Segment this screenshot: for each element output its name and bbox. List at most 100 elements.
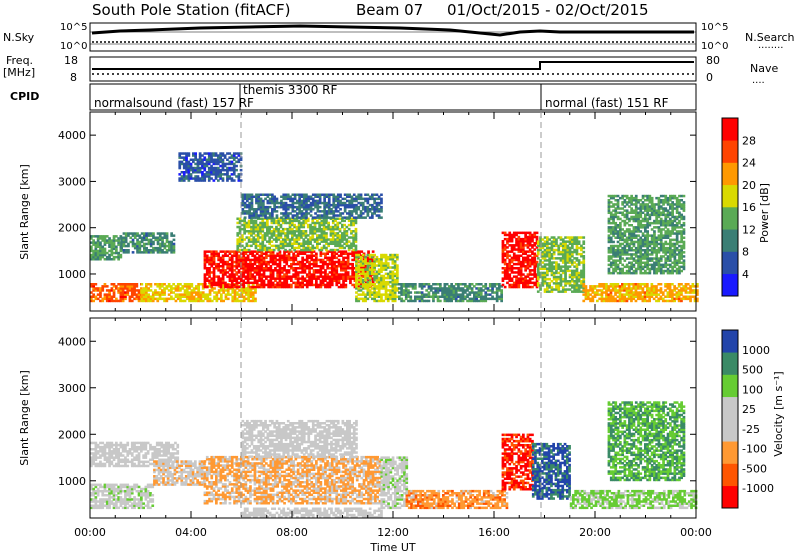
heatmap-cell — [276, 282, 279, 285]
heatmap-cell — [152, 241, 155, 244]
heatmap-cell — [513, 244, 516, 247]
heatmap-cell — [680, 283, 683, 286]
heatmap-cell — [513, 275, 516, 278]
heatmap-cell — [143, 232, 146, 235]
heatmap-cell — [689, 296, 692, 299]
heatmap-cell — [335, 257, 338, 260]
heatmap-cell — [226, 261, 229, 264]
heatmap-cell — [506, 234, 509, 237]
heatmap-cell — [582, 247, 585, 250]
heatmap-cell — [617, 216, 620, 219]
heatmap-cell — [145, 247, 148, 250]
heatmap-cell — [355, 216, 358, 219]
heatmap-cell — [321, 210, 324, 213]
heatmap-cell — [569, 274, 572, 277]
heatmap-cell — [298, 216, 301, 219]
heatmap-cell — [624, 259, 627, 262]
heatmap-cell — [457, 300, 460, 303]
heatmap-cell — [489, 293, 492, 296]
heatmap-cell — [382, 262, 385, 265]
heatmap-cell — [220, 269, 223, 272]
heatmap-cell — [573, 280, 576, 283]
heatmap-cell — [314, 216, 317, 219]
heatmap-cell — [145, 232, 148, 235]
heatmap-cell — [531, 250, 534, 253]
heatmap-cell — [348, 240, 351, 243]
nave-tick-bottom: 0 — [706, 71, 713, 84]
heatmap-cell — [531, 277, 534, 280]
heatmap-cell — [614, 199, 617, 202]
heatmap-cell — [301, 210, 304, 213]
heatmap-cell — [459, 283, 462, 286]
heatmap-cell — [206, 267, 209, 270]
heatmap-cell — [403, 300, 406, 303]
heatmap-cell — [115, 285, 118, 288]
heatmap-cell — [314, 212, 317, 215]
heatmap-cell — [416, 296, 419, 299]
heatmap-cell — [330, 194, 333, 197]
heatmap-cell — [288, 265, 291, 268]
heatmap-cell — [624, 272, 627, 275]
heatmap-cell — [213, 291, 216, 294]
heatmap-cell — [619, 218, 622, 221]
heatmap-cell — [106, 252, 109, 255]
heatmap-cell — [633, 270, 636, 273]
heatmap-cell — [120, 283, 123, 286]
heatmap-cell — [254, 286, 257, 289]
heatmap-cell — [689, 285, 692, 288]
heatmap-cell — [633, 203, 636, 206]
heatmap-cell — [428, 291, 431, 294]
heatmap-cell — [389, 271, 392, 274]
heatmap-cell — [150, 232, 153, 235]
heatmap-cell — [687, 283, 690, 286]
heatmap-cell — [264, 198, 267, 201]
heatmap-cell — [513, 253, 516, 256]
heatmap-cell — [222, 255, 225, 258]
heatmap-cell — [562, 265, 565, 268]
heatmap-cell — [560, 251, 563, 254]
heatmap-cell — [506, 238, 509, 241]
heatmap-cell — [133, 298, 136, 301]
heatmap-cell — [610, 205, 613, 208]
heatmap-cell — [494, 291, 497, 294]
heatmap-cell — [491, 283, 494, 286]
heatmap-cell — [537, 249, 540, 252]
heatmap-cell — [355, 254, 358, 256]
heatmap-cell — [242, 208, 245, 211]
heatmap-cell — [211, 300, 214, 303]
heatmap-cell — [651, 283, 654, 286]
heatmap-cell — [506, 263, 509, 266]
heatmap-cell — [362, 298, 365, 301]
heatmap-cell — [312, 216, 315, 219]
heatmap-cell — [400, 283, 403, 286]
heatmap-cell — [275, 234, 278, 237]
heatmap-cell — [633, 216, 636, 219]
heatmap-cell — [99, 300, 102, 303]
heatmap-cell — [161, 249, 164, 252]
heatmap-cell — [612, 283, 615, 286]
heatmap-cell — [326, 194, 329, 197]
heatmap-cell — [589, 298, 592, 301]
heatmap-cell — [357, 293, 360, 296]
heatmap-cell — [314, 247, 317, 250]
heatmap-cell — [448, 285, 451, 288]
heatmap-cell — [439, 283, 442, 286]
heatmap-cell — [589, 293, 592, 296]
heatmap-cell — [317, 200, 320, 203]
heatmap-cell — [115, 235, 118, 238]
heatmap-cell — [522, 232, 525, 235]
heatmap-cell — [329, 257, 332, 260]
heatmap-cell — [251, 194, 254, 197]
heatmap-cell — [236, 226, 239, 229]
heatmap-cell — [300, 222, 303, 225]
heatmap-cell — [352, 230, 355, 233]
heatmap-cell — [267, 194, 270, 197]
heatmap-cell — [608, 195, 611, 198]
heatmap-cell — [630, 262, 633, 265]
heatmap-cell — [266, 240, 269, 243]
heatmap-cell — [271, 240, 274, 243]
heatmap-cell — [104, 283, 107, 286]
heatmap-cell — [248, 202, 251, 205]
heatmap-cell — [437, 287, 440, 290]
heatmap-cell — [290, 257, 293, 260]
